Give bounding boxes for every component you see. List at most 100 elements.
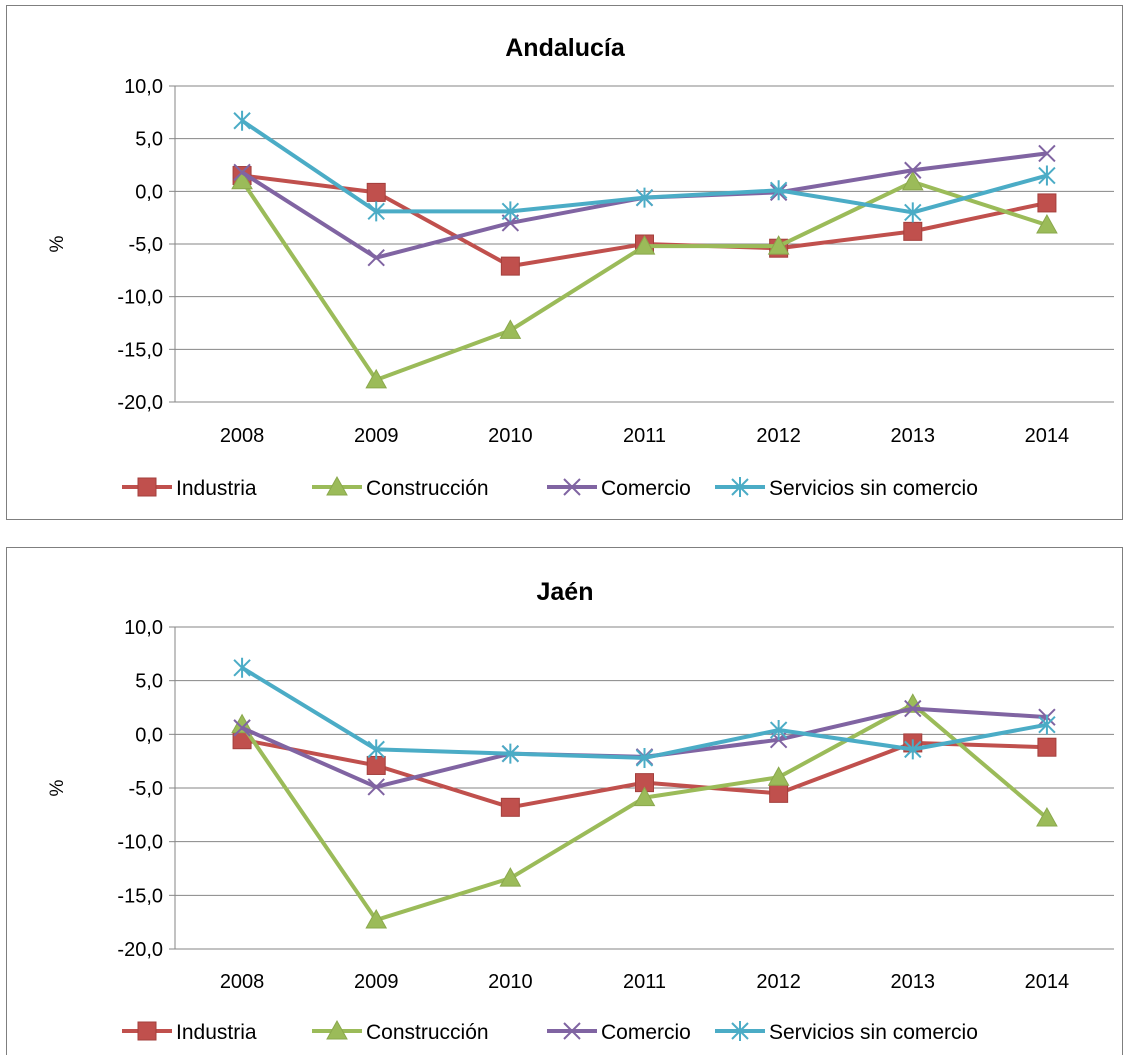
data-point: [1036, 807, 1058, 827]
y-tick-label: 0,0: [135, 724, 163, 746]
legend-item: Construcción: [312, 1019, 489, 1044]
data-point: [769, 720, 788, 741]
data-point: [499, 867, 522, 887]
y-axis-label: %: [47, 779, 68, 796]
legend-marker: [326, 1019, 348, 1040]
data-point: [500, 797, 520, 817]
legend-item: Comercio: [547, 477, 691, 500]
y-tick-label: -5,0: [129, 778, 163, 800]
legend-item: Industria: [122, 1021, 257, 1044]
data-point: [769, 180, 788, 201]
series-line: [240, 702, 1049, 923]
data-point: [1038, 714, 1056, 735]
x-tick-label: 2013: [891, 425, 936, 447]
data-point: [1037, 193, 1057, 213]
x-tick-label: 2008: [220, 971, 265, 993]
data-point: [366, 182, 386, 202]
series-industria: [232, 166, 1057, 276]
legend-item: Comercio: [547, 1021, 691, 1044]
y-tick-label: -15,0: [117, 885, 163, 907]
data-point: [904, 699, 922, 718]
data-point: [633, 786, 656, 807]
series-servicios-sin-comercio: [233, 657, 1056, 768]
y-tick-label: 10,0: [124, 76, 163, 98]
data-point: [233, 110, 251, 131]
chart-jaen: Jaén 10,0 5,0 0,0 -5,0 -10,0 -15,0 -20,0% 2008 20…: [6, 547, 1123, 1055]
x-tick-label: 2009: [354, 425, 399, 447]
data-point: [633, 235, 656, 255]
data-point: [500, 256, 520, 276]
y-tick-label: -15,0: [117, 339, 163, 361]
legend-marker: [563, 478, 581, 496]
x-tick-label: 2011: [623, 971, 666, 993]
chart-andalucia-svg: Andalucía 10,0 5,0 0,0 -5,0 -10,0 -15,0 -20,0% 2…: [47, 34, 1114, 500]
legend-label: Construcción: [366, 1021, 489, 1044]
chart-andalucia: Andalucía 10,0 5,0 0,0 -5,0 -10,0 -15,0 -20,0% 2…: [6, 5, 1123, 520]
x-tick-label: 2014: [1025, 971, 1070, 993]
legend-item: Industria: [122, 477, 257, 500]
legend-marker: [137, 477, 157, 497]
legend-label: Servicios sin comercio: [769, 1021, 978, 1044]
x-tick-label: 2008: [220, 425, 265, 447]
data-point: [367, 201, 385, 222]
y-tick-label: -10,0: [117, 287, 163, 309]
chart-jaen-svg: Jaén 10,0 5,0 0,0 -5,0 -10,0 -15,0 -20,0% 2008 20…: [47, 578, 1114, 1044]
y-tick-label: -5,0: [129, 234, 163, 256]
data-point: [365, 908, 388, 929]
y-tick-label: 0,0: [135, 181, 163, 203]
legend-label: Comercio: [601, 1021, 691, 1044]
y-tick-label: 5,0: [135, 671, 163, 693]
y-axis-label: %: [47, 235, 68, 252]
chart-title: Andalucía: [505, 34, 626, 62]
legend-marker: [137, 1021, 157, 1041]
legend-label: Industria: [176, 1021, 257, 1044]
y-tick-label: 10,0: [124, 617, 163, 639]
data-point: [1038, 144, 1056, 163]
legend-label: Construcción: [366, 477, 489, 500]
data-point: [1037, 737, 1057, 757]
legend-item: Servicios sin comercio: [715, 1021, 978, 1044]
x-tick-label: 2012: [756, 971, 801, 993]
series-construcción: [231, 169, 1058, 389]
x-tick-label: 2013: [891, 971, 936, 993]
data-point: [769, 783, 789, 803]
y-tick-label: -20,0: [117, 392, 163, 414]
data-point: [499, 319, 522, 339]
series-construcción: [231, 693, 1058, 929]
data-point: [501, 201, 520, 222]
legend-marker: [563, 1022, 581, 1040]
data-point: [635, 187, 654, 208]
data-point: [904, 739, 922, 760]
data-point: [901, 170, 924, 191]
data-point: [1036, 214, 1058, 234]
x-tick-label: 2012: [756, 425, 801, 447]
chart-title: Jaén: [537, 578, 594, 606]
legend-marker: [326, 475, 348, 496]
x-tick-label: 2009: [354, 971, 399, 993]
data-point: [904, 202, 922, 223]
y-tick-label: 5,0: [135, 129, 163, 151]
data-point: [365, 368, 388, 389]
data-point: [367, 248, 385, 267]
data-point: [233, 163, 251, 182]
data-point: [1038, 165, 1056, 186]
data-point: [767, 235, 790, 255]
data-point: [767, 766, 790, 786]
legend-label: Comercio: [601, 477, 691, 500]
data-point: [233, 719, 251, 737]
series-servicios-sin-comercio: [233, 110, 1056, 223]
legend-item: Construcción: [312, 475, 489, 500]
legend-item: Servicios sin comercio: [715, 477, 978, 500]
data-point: [231, 169, 253, 190]
data-point: [367, 739, 385, 760]
data-point: [904, 161, 922, 179]
data-point: [233, 657, 251, 678]
x-tick-label: 2014: [1025, 425, 1070, 447]
x-tick-label: 2010: [488, 971, 533, 993]
x-tick-label: 2011: [623, 425, 666, 447]
legend-marker: [731, 477, 749, 497]
y-tick-label: -10,0: [117, 832, 163, 854]
x-tick-label: 2010: [488, 425, 533, 447]
data-point: [903, 221, 923, 241]
legend-marker: [731, 1021, 749, 1041]
